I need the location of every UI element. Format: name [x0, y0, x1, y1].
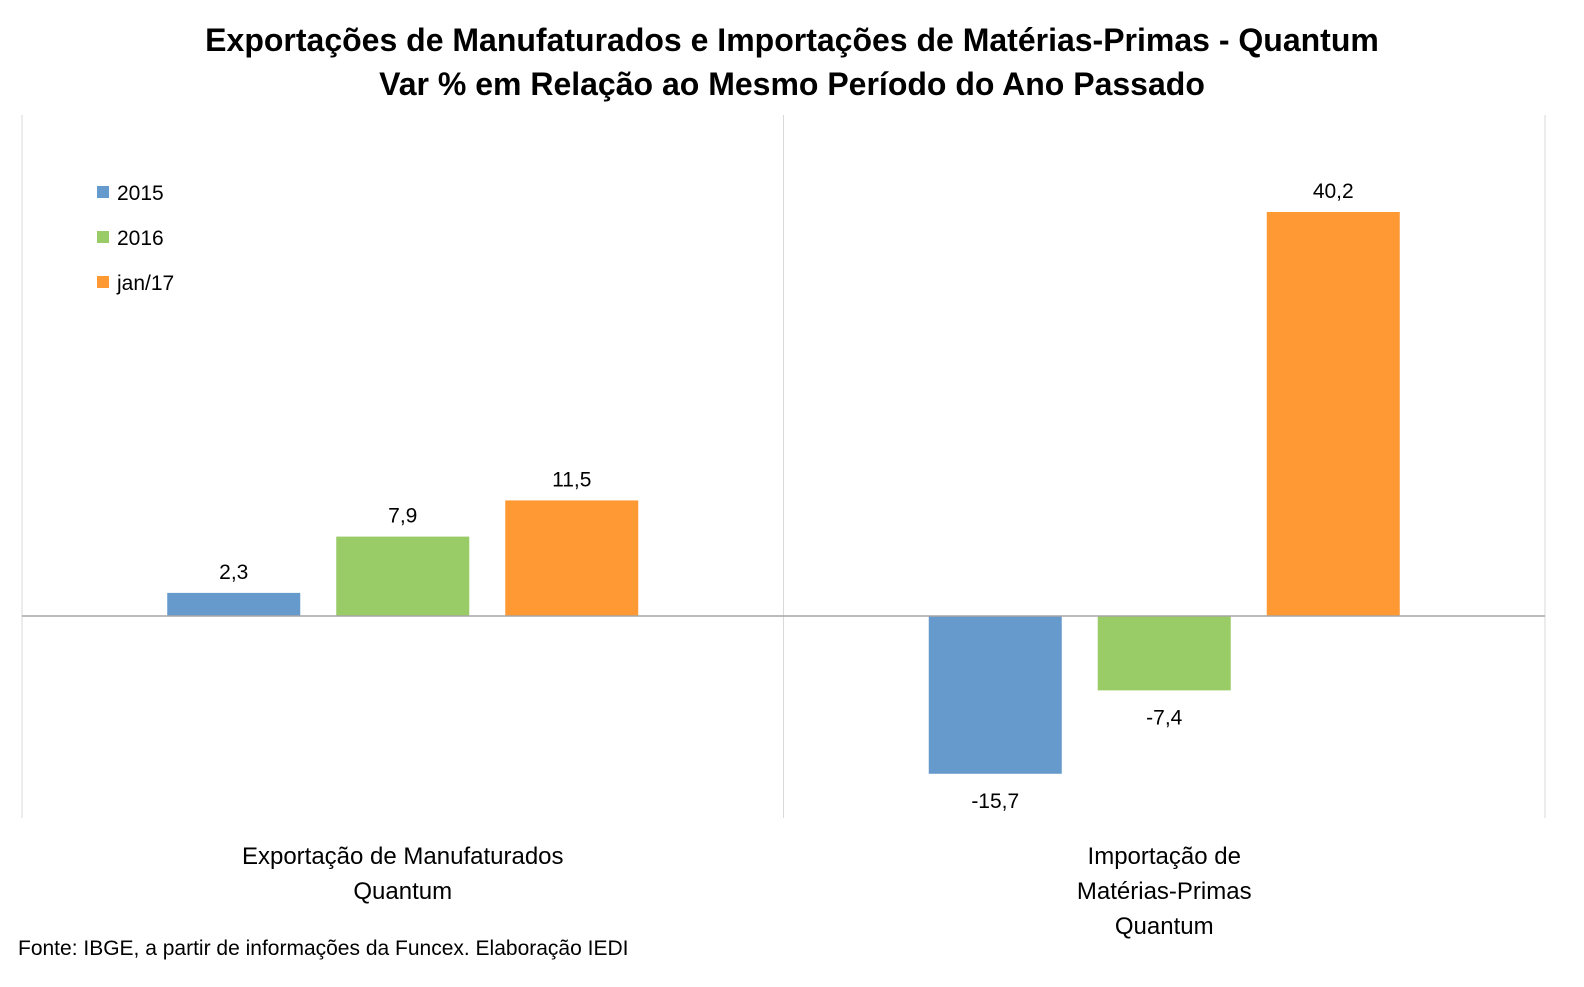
data-label: 40,2: [1313, 180, 1354, 203]
source-note: Fonte: IBGE, a partir de informações da …: [18, 937, 629, 960]
bar-jan-17: [1266, 212, 1400, 616]
chart-subtitle: Var % em Relação ao Mesmo Período do Ano…: [379, 66, 1205, 102]
bar-jan-17: [505, 500, 639, 616]
category-label: Quantum: [1115, 913, 1214, 940]
bar-2015: [167, 592, 301, 616]
data-label: -15,7: [971, 790, 1019, 813]
legend-label: 2015: [117, 182, 164, 205]
category-label: Exportação de Manufaturados: [242, 843, 564, 870]
category-label: Importação de: [1088, 843, 1241, 870]
bar-2016: [1097, 616, 1231, 691]
chart-title: Exportações de Manufaturados e Importaçõ…: [205, 22, 1379, 58]
legend-swatch: [97, 231, 109, 243]
category-label: Matérias-Primas: [1077, 878, 1252, 905]
legend-label: jan/17: [116, 272, 174, 295]
bar-2016: [336, 536, 470, 616]
legend-label: 2016: [117, 227, 164, 250]
legend-swatch: [97, 186, 109, 198]
data-label: 2,3: [219, 561, 248, 584]
data-label: 7,9: [388, 505, 417, 528]
bar-2015: [928, 616, 1062, 774]
data-label: 11,5: [552, 468, 591, 491]
legend-swatch: [97, 276, 109, 288]
category-label: Quantum: [353, 878, 452, 905]
data-label: -7,4: [1146, 706, 1183, 729]
